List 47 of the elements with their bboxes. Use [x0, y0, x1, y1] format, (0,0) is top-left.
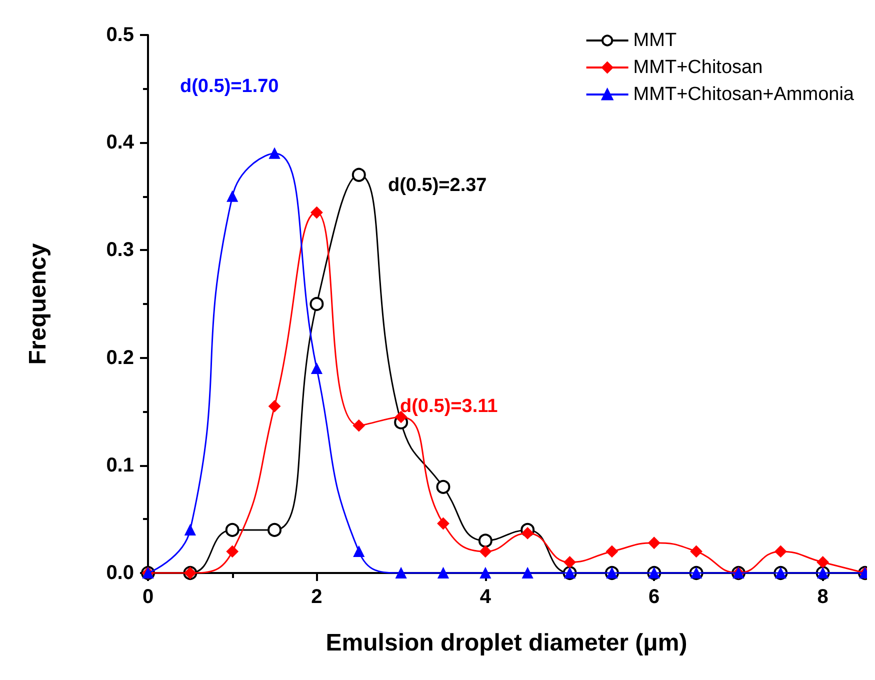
point	[774, 545, 787, 558]
point	[648, 536, 660, 549]
point	[522, 527, 534, 540]
point	[816, 556, 829, 568]
point	[268, 400, 281, 412]
point	[396, 568, 407, 578]
legend-label: MMT+Chitosan+Ammonia	[633, 84, 854, 105]
point	[352, 168, 366, 182]
point	[480, 568, 491, 578]
point	[226, 190, 238, 202]
point	[479, 545, 492, 558]
y-tick-label: 0.1	[106, 454, 134, 476]
legend-label: MMT	[633, 30, 677, 51]
point	[225, 522, 240, 537]
x-tick-label: 2	[311, 586, 322, 608]
annotation: d(0.5)=1.70	[180, 76, 279, 97]
point	[437, 518, 450, 530]
point	[564, 556, 576, 568]
y-tick-label: 0.5	[106, 24, 134, 46]
point	[226, 545, 238, 558]
y-tick-label: 0.0	[106, 562, 134, 584]
point	[268, 522, 282, 537]
point	[269, 148, 280, 159]
y-tick-label: 0.4	[106, 132, 135, 154]
point	[438, 568, 449, 578]
point	[353, 546, 364, 557]
x-tick-label: 6	[648, 586, 660, 608]
point	[310, 206, 323, 219]
point	[184, 524, 196, 536]
point	[478, 534, 492, 548]
point	[310, 297, 324, 311]
point	[436, 480, 450, 494]
y-tick-label: 0.2	[106, 346, 134, 369]
y-tick-label: 0.3	[106, 239, 134, 262]
point	[352, 420, 365, 432]
annotation: d(0.5)=3.11	[400, 396, 498, 417]
point	[690, 545, 702, 558]
x-tick-label: 4	[480, 586, 492, 608]
x-tick-label: 8	[817, 586, 828, 608]
annotation: d(0.5)=2.37	[388, 175, 487, 196]
point	[522, 568, 534, 578]
y-axis-title: Frequency	[24, 242, 52, 365]
legend-label: MMT+Chitosan	[633, 57, 763, 78]
point	[606, 545, 618, 558]
x-axis-title: Emulsion droplet diameter (μm)	[326, 630, 688, 656]
point	[311, 363, 322, 374]
x-tick-label: 0	[142, 586, 154, 608]
